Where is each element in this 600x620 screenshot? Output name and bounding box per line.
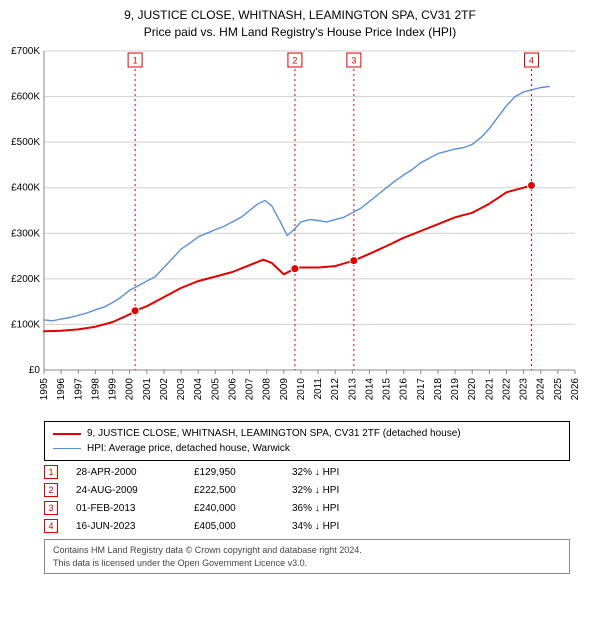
line-chart: £0 £100K £200K £300K £400K £500K £600K £700K 199… [0,45,600,415]
legend: 9, JUSTICE CLOSE, WHITNASH, LEAMINGTON S… [44,421,570,461]
svg-text:2025: 2025 [553,378,564,401]
svg-text:£0: £0 [29,365,41,376]
svg-text:2002: 2002 [159,378,170,401]
svg-text:2015: 2015 [382,378,393,401]
transaction-pct: 34% ↓ HPI [292,521,392,532]
svg-text:2018: 2018 [433,378,444,401]
transaction-table: 1 28-APR-2000 £129,950 32% ↓ HPI 2 24-AUG-200… [44,465,570,533]
transaction-row: 1 28-APR-2000 £129,950 32% ↓ HPI [44,465,570,479]
svg-text:1998: 1998 [90,378,101,401]
transaction-pct: 32% ↓ HPI [292,485,392,496]
svg-text:2: 2 [292,56,297,66]
svg-text:2003: 2003 [176,378,187,401]
svg-text:£600K: £600K [11,92,40,103]
transaction-pct: 36% ↓ HPI [292,503,392,514]
svg-text:2012: 2012 [330,378,341,401]
transaction-date: 24-AUG-2009 [76,485,176,496]
svg-text:2006: 2006 [227,378,238,401]
svg-text:2009: 2009 [279,378,290,401]
svg-text:£500K: £500K [11,137,40,148]
svg-text:£200K: £200K [11,274,40,285]
transaction-date: 01-FEB-2013 [76,503,176,514]
legend-swatch [53,448,81,449]
transaction-row: 2 24-AUG-2009 £222,500 32% ↓ HPI [44,483,570,497]
svg-text:2001: 2001 [142,378,153,401]
chart-title: 9, JUSTICE CLOSE, WHITNASH, LEAMINGTON S… [0,8,600,22]
svg-text:£300K: £300K [11,228,40,239]
transaction-price: £405,000 [194,521,274,532]
footer-line-1: Contains HM Land Registry data © Crown c… [53,544,561,557]
svg-text:1996: 1996 [56,378,67,401]
svg-text:2016: 2016 [399,378,410,401]
chart-subtitle: Price paid vs. HM Land Registry's House … [0,25,600,39]
svg-text:2014: 2014 [364,378,375,401]
svg-text:1: 1 [133,56,138,66]
legend-item: 9, JUSTICE CLOSE, WHITNASH, LEAMINGTON S… [53,426,561,441]
svg-text:1995: 1995 [39,378,50,401]
chart-container: 9, JUSTICE CLOSE, WHITNASH, LEAMINGTON S… [0,0,600,620]
transaction-price: £222,500 [194,485,274,496]
svg-text:2004: 2004 [193,378,204,401]
transaction-marker: 1 [44,465,58,479]
transaction-date: 16-JUN-2023 [76,521,176,532]
svg-text:4: 4 [529,56,534,66]
svg-text:2013: 2013 [347,378,358,401]
svg-text:2005: 2005 [210,378,221,401]
svg-text:2007: 2007 [245,378,256,401]
svg-text:2000: 2000 [125,378,136,401]
svg-text:2011: 2011 [313,378,324,400]
legend-label: HPI: Average price, detached house, Warw… [87,441,290,456]
transaction-marker: 4 [44,519,58,533]
legend-item: HPI: Average price, detached house, Warw… [53,441,561,456]
svg-text:2020: 2020 [467,378,478,401]
svg-text:£100K: £100K [11,319,40,330]
transaction-pct: 32% ↓ HPI [292,467,392,478]
svg-text:1999: 1999 [108,378,119,401]
footer-line-2: This data is licensed under the Open Gov… [53,557,561,570]
legend-swatch [53,433,81,435]
svg-text:2021: 2021 [484,378,495,401]
svg-text:2026: 2026 [570,378,581,401]
transaction-date: 28-APR-2000 [76,467,176,478]
svg-text:2024: 2024 [536,378,547,401]
footer-attribution: Contains HM Land Registry data © Crown c… [44,539,570,574]
transaction-price: £129,950 [194,467,274,478]
transaction-row: 4 16-JUN-2023 £405,000 34% ↓ HPI [44,519,570,533]
transaction-marker: 3 [44,501,58,515]
svg-text:2017: 2017 [416,378,427,401]
transaction-marker: 2 [44,483,58,497]
svg-text:3: 3 [351,56,356,66]
svg-text:1997: 1997 [73,378,84,401]
transaction-price: £240,000 [194,503,274,514]
svg-text:2010: 2010 [296,378,307,401]
svg-text:£700K: £700K [11,46,40,57]
svg-text:£400K: £400K [11,183,40,194]
svg-text:2019: 2019 [450,378,461,401]
svg-text:2023: 2023 [519,378,530,401]
svg-text:2022: 2022 [501,378,512,401]
title-block: 9, JUSTICE CLOSE, WHITNASH, LEAMINGTON S… [0,0,600,39]
svg-text:2008: 2008 [262,378,273,401]
transaction-row: 3 01-FEB-2013 £240,000 36% ↓ HPI [44,501,570,515]
legend-label: 9, JUSTICE CLOSE, WHITNASH, LEAMINGTON S… [87,426,461,441]
